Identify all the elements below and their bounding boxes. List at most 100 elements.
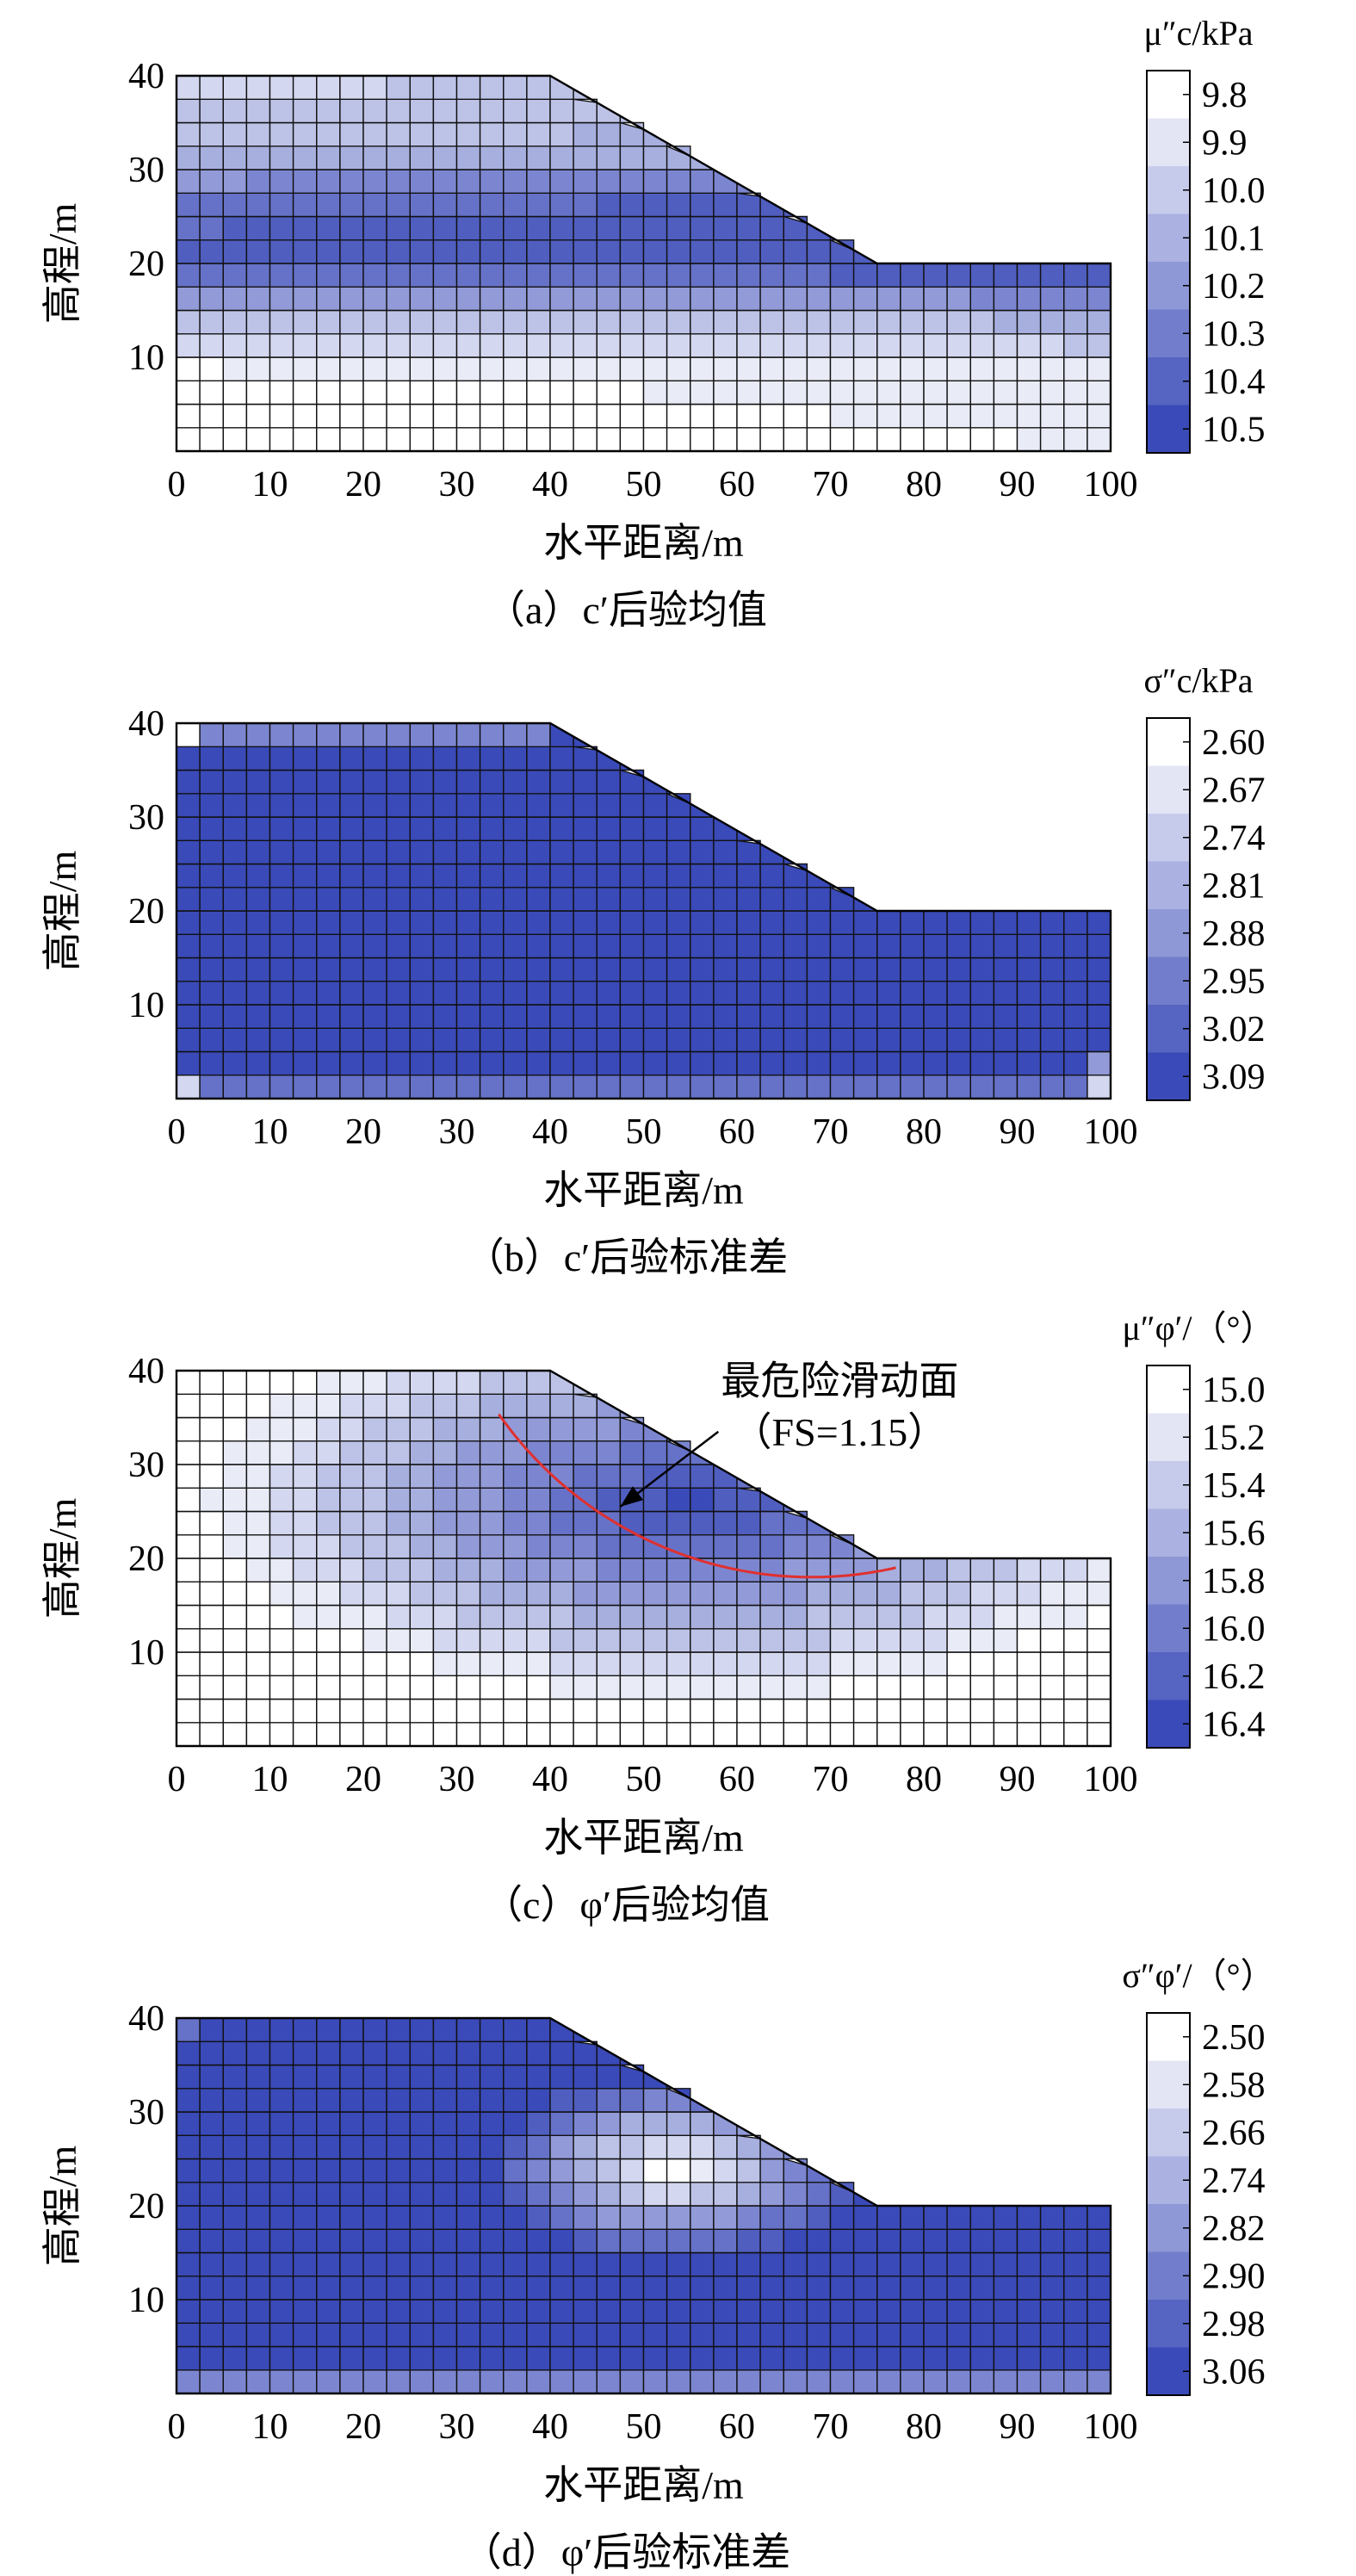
mesh-cell	[339, 1698, 364, 1724]
mesh-cell	[386, 1416, 411, 1442]
mesh-cell	[386, 1510, 411, 1536]
mesh-cell	[1063, 2228, 1088, 2254]
mesh-cell	[479, 98, 505, 124]
mesh-cell	[876, 2276, 901, 2300]
mesh-cell	[900, 1050, 925, 1076]
mesh-cell	[455, 286, 481, 312]
mesh-cell	[386, 427, 411, 452]
mesh-cell	[619, 309, 645, 335]
mesh-cell	[1039, 380, 1065, 406]
mesh-cell	[455, 427, 481, 452]
mesh-cell	[479, 309, 505, 335]
mesh-cell	[316, 121, 341, 147]
mesh-cell	[736, 2251, 761, 2277]
mesh-cell	[573, 2299, 598, 2325]
mesh-cell	[409, 263, 435, 288]
mesh-cell	[642, 2276, 668, 2300]
mesh-cell	[199, 1628, 224, 1653]
mesh-cell	[199, 169, 224, 195]
y-tick-label: 40	[128, 1999, 164, 2039]
mesh-cell	[292, 769, 318, 795]
mesh-cell	[292, 1487, 318, 1513]
mesh-cell	[176, 1604, 201, 1630]
mesh-cell	[292, 215, 318, 241]
mesh-cell	[269, 1440, 294, 1465]
mesh-cell	[946, 1004, 972, 1030]
mesh-cell	[176, 121, 201, 147]
mesh-cell	[479, 2345, 505, 2371]
mesh-cell	[666, 863, 691, 889]
mesh-cell	[386, 887, 411, 912]
mesh-cell	[829, 1628, 855, 1653]
mesh-cell	[222, 2299, 248, 2325]
mesh-cell	[503, 769, 528, 795]
mesh-cell	[316, 1628, 341, 1653]
mesh-cell	[386, 981, 411, 1006]
mesh-cell	[292, 380, 318, 406]
mesh-cell	[1087, 2228, 1111, 2254]
mesh-cell	[736, 1628, 761, 1653]
mesh-cell	[642, 169, 668, 195]
colorbar-swatch	[1147, 2156, 1190, 2204]
mesh-cell	[292, 1651, 318, 1677]
mesh-cell	[573, 863, 598, 889]
mesh-cell	[923, 1675, 948, 1700]
mesh-cell	[969, 2205, 995, 2231]
mesh-cell	[993, 1628, 1019, 1653]
mesh-cell	[292, 722, 318, 747]
mesh-cell	[946, 1604, 972, 1630]
mesh-cell	[222, 1675, 248, 1700]
mesh-cell	[713, 1722, 738, 1747]
mesh-cell	[829, 1027, 855, 1053]
mesh-cell	[526, 121, 551, 147]
mesh-cell	[432, 2322, 458, 2348]
mesh-cell	[455, 215, 481, 241]
mesh-cell	[852, 1050, 878, 1076]
mesh-cell	[1016, 263, 1042, 288]
mesh-cell	[876, 1698, 901, 1724]
mesh-cell	[783, 286, 808, 312]
mesh-cell	[362, 839, 387, 865]
mesh-cell	[969, 1675, 995, 1700]
mesh-cell	[759, 1074, 784, 1099]
x-tick-label: 100	[1084, 465, 1138, 505]
mesh-cell	[642, 1722, 668, 1747]
mesh-cell	[339, 1510, 364, 1536]
mesh-cell	[362, 1050, 387, 1076]
mesh-cell	[479, 2017, 505, 2043]
colorbar-tick-label: 10.3	[1202, 314, 1266, 354]
mesh-cell	[432, 2017, 458, 2043]
mesh-cell	[503, 1487, 528, 1513]
mesh-cell	[713, 309, 738, 335]
mesh-cell	[245, 2299, 271, 2325]
mesh-cell	[316, 816, 341, 841]
mesh-cell	[806, 1651, 832, 1677]
mesh-cell	[596, 2182, 622, 2207]
mesh-cell	[222, 286, 248, 312]
mesh-cell	[666, 427, 691, 452]
mesh-cell	[690, 910, 715, 936]
mesh-cell	[852, 309, 878, 335]
mesh-cell	[176, 1557, 201, 1583]
mesh-cell	[316, 769, 341, 795]
mesh-cell	[455, 146, 481, 170]
colorbar-swatch	[1147, 2300, 1190, 2348]
mesh-cell	[526, 2369, 551, 2394]
mesh-cell	[199, 192, 224, 218]
mesh-cell	[362, 309, 387, 335]
x-tick-label: 80	[906, 465, 942, 505]
mesh-cell	[736, 981, 761, 1006]
mesh-cell	[176, 2040, 201, 2066]
mesh-cell	[526, 286, 551, 312]
mesh-cell	[409, 746, 435, 771]
mesh-cell	[596, 863, 622, 889]
mesh-cell	[176, 957, 201, 982]
mesh-cell	[432, 2088, 458, 2113]
mesh-cell	[432, 1440, 458, 1465]
mesh-cell	[455, 2299, 481, 2325]
mesh-cell	[245, 1487, 271, 1513]
mesh-cell	[199, 98, 224, 124]
mesh-cell	[199, 1604, 224, 1630]
mesh-cell	[1039, 263, 1065, 288]
mesh-cell	[455, 816, 481, 841]
